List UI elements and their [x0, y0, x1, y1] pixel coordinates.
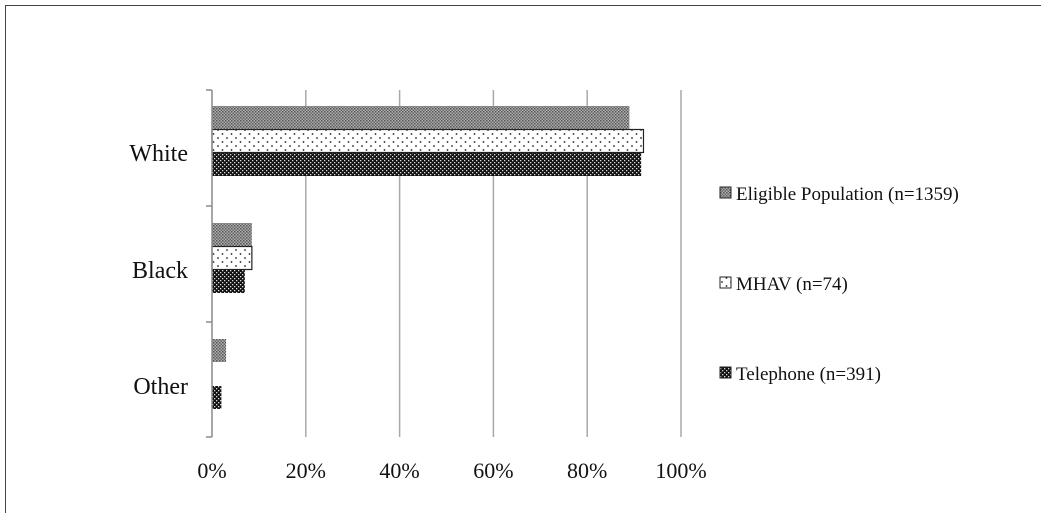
- legend-swatch: [720, 187, 731, 198]
- bar-black-series-3: [212, 270, 245, 293]
- bar-white-series-3: [212, 153, 641, 176]
- bar-white-series-2: [212, 130, 643, 153]
- x-tick-label: 60%: [473, 458, 513, 483]
- x-tick-label: 100%: [655, 458, 706, 483]
- x-tick-label: 80%: [567, 458, 607, 483]
- y-category-label: White: [129, 141, 188, 167]
- legend-label: Eligible Population (n=1359): [736, 184, 959, 205]
- legend-swatch: [720, 367, 731, 378]
- labels-layer: 0% 20% 40% 60% 80% 100% White Black Other: [129, 141, 706, 483]
- bar-black-series-2: [212, 247, 252, 270]
- bar-other-series-1: [212, 339, 226, 362]
- x-tick-label: 40%: [379, 458, 419, 483]
- bar-white-series-1: [212, 106, 629, 129]
- x-tick-label: 0%: [197, 458, 226, 483]
- legend-label: Telephone (n=391): [736, 364, 881, 385]
- bars-layer: [212, 106, 643, 409]
- axis-layer: [206, 90, 212, 437]
- bar-other-series-3: [212, 386, 221, 409]
- legend: Eligible Population (n=1359) MHAV (n=74) T…: [720, 184, 959, 385]
- y-category-label: Black: [132, 258, 188, 284]
- bar-black-series-1: [212, 223, 252, 246]
- x-tick-label: 20%: [286, 458, 326, 483]
- legend-label: MHAV (n=74): [736, 274, 848, 295]
- y-category-label: Other: [133, 374, 188, 400]
- legend-swatch: [720, 277, 731, 288]
